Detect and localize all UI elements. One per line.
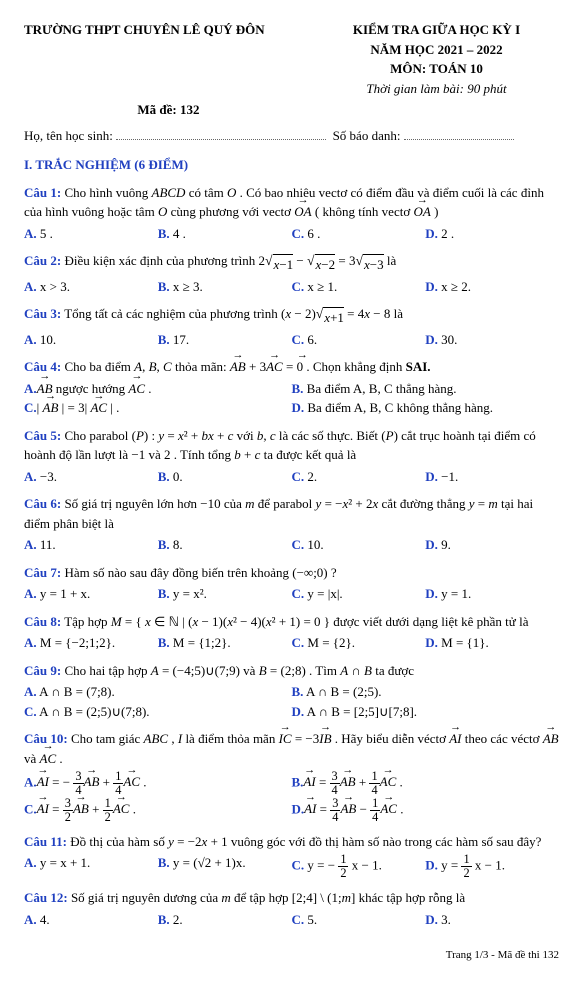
options: A. A ∩ B = (7;8).B. A ∩ B = (2;5).C. A ∩…	[24, 682, 559, 721]
options: A. 5 .B. 4 .C. 6 .D. 2 .	[24, 224, 559, 244]
question-label: Câu 7:	[24, 565, 61, 580]
exam-info: KIỂM TRA GIỮA HỌC KỲ I NĂM HỌC 2021 – 20…	[316, 20, 557, 98]
question-3: Câu 3: Tổng tất cả các nghiệm của phương…	[24, 304, 559, 349]
option-D: D.AI = 34AB − 14AC .	[292, 797, 560, 824]
option-A: A. 5 .	[24, 224, 158, 244]
option-C: C. 6 .	[292, 224, 426, 244]
question-label: Câu 1:	[24, 185, 61, 200]
question-11: Câu 11: Đồ thị của hàm số y = −2x + 1 vu…	[24, 832, 559, 880]
option-C: C.| AB | = 3| AC | .	[24, 398, 292, 418]
option-C: C.AI = 32AB + 12AC .	[24, 797, 292, 824]
question-label: Câu 2:	[24, 253, 61, 268]
option-D: D. 2 .	[425, 224, 559, 244]
option-A: A. y = x + 1.	[24, 853, 158, 880]
student-name-field[interactable]	[116, 139, 326, 140]
option-A: A. A ∩ B = (7;8).	[24, 682, 292, 702]
exam-title: KIỂM TRA GIỮA HỌC KỲ I	[316, 20, 557, 40]
question-9: Câu 9: Cho hai tập hợp A = (−4;5)∪(7;9) …	[24, 661, 559, 722]
option-B: B. 2.	[158, 910, 292, 930]
option-A: A.AI = − 34AB + 14AC .	[24, 770, 292, 797]
option-B: B. 4 .	[158, 224, 292, 244]
question-label: Câu 6:	[24, 496, 61, 511]
option-A: A. −3.	[24, 467, 158, 487]
option-B: B. 8.	[158, 535, 292, 555]
option-A: A. 4.	[24, 910, 158, 930]
option-D: D. Ba điểm A, B, C không thẳng hàng.	[292, 398, 560, 418]
question-label: Câu 11:	[24, 834, 67, 849]
option-C: C. y = − 12 x − 1.	[292, 853, 426, 880]
options: A. −3.B. 0.C. 2.D. −1.	[24, 467, 559, 487]
option-C: C. 10.	[292, 535, 426, 555]
question-4: Câu 4: Cho ba điểm A, B, C thỏa mãn: AB …	[24, 357, 559, 418]
question-8: Câu 8: Tập hợp M = { x ∈ ℕ | (x − 1)(x² …	[24, 612, 559, 653]
options: A. 10.B. 17.C. 6.D. 30.	[24, 330, 559, 350]
question-label: Câu 9:	[24, 663, 61, 678]
option-B: B. x ≥ 3.	[158, 277, 292, 297]
student-row: Họ, tên học sinh: Số báo danh:	[24, 126, 559, 146]
options: A. 11.B. 8.C. 10.D. 9.	[24, 535, 559, 555]
option-B: B. y = x².	[158, 584, 292, 604]
option-D: D. x ≥ 2.	[425, 277, 559, 297]
options: A.AI = − 34AB + 14AC .B.AI = 34AB + 14AC…	[24, 770, 559, 824]
option-B: B. 0.	[158, 467, 292, 487]
question-label: Câu 5:	[24, 428, 61, 443]
options: A. 4.B. 2.C. 5.D. 3.	[24, 910, 559, 930]
option-B: B. M = {1;2}.	[158, 633, 292, 653]
options: A. M = {−2;1;2}.B. M = {1;2}.C. M = {2}.…	[24, 633, 559, 653]
option-C: C. 6.	[292, 330, 426, 350]
option-D: D. y = 12 x − 1.	[425, 853, 559, 880]
section-title: I. TRẮC NGHIỆM (6 ĐIỂM)	[24, 155, 559, 175]
options: A. x > 3.B. x ≥ 3.C. x ≥ 1.D. x ≥ 2.	[24, 277, 559, 297]
question-12: Câu 12: Số giá trị nguyên dương của m để…	[24, 888, 559, 929]
options: A.AB ngược hướng AC .B. Ba điểm A, B, C …	[24, 379, 559, 418]
student-label: Họ, tên học sinh:	[24, 128, 113, 143]
option-D: D. 30.	[425, 330, 559, 350]
option-C: C. M = {2}.	[292, 633, 426, 653]
exam-code: Mã đề: 132	[24, 100, 313, 120]
school-name: TRƯỜNG THPT CHUYÊN LÊ QUÝ ĐÔN	[24, 20, 313, 40]
page-footer: Trang 1/3 - Mã đề thi 132	[24, 947, 559, 964]
option-A: A. 10.	[24, 330, 158, 350]
options: A. y = 1 + x.B. y = x².C. y = |x|.D. y =…	[24, 584, 559, 604]
option-D: D. 9.	[425, 535, 559, 555]
option-A: A. x > 3.	[24, 277, 158, 297]
option-D: D. A ∩ B = [2;5]∪[7;8].	[292, 702, 560, 722]
exam-year: NĂM HỌC 2021 – 2022	[316, 40, 557, 60]
option-B: B. y = (√2 + 1)x.	[158, 853, 292, 880]
option-B: B.AI = 34AB + 14AC .	[292, 770, 560, 797]
option-B: B. A ∩ B = (2;5).	[292, 682, 560, 702]
question-label: Câu 3:	[24, 306, 61, 321]
option-D: D. M = {1}.	[425, 633, 559, 653]
option-C: C. x ≥ 1.	[292, 277, 426, 297]
option-D: D. −1.	[425, 467, 559, 487]
option-D: D. y = 1.	[425, 584, 559, 604]
option-D: D. 3.	[425, 910, 559, 930]
question-label: Câu 12:	[24, 890, 68, 905]
question-7: Câu 7: Hàm số nào sau đây đồng biến trên…	[24, 563, 559, 604]
question-6: Câu 6: Số giá trị nguyên lớn hơn −10 của…	[24, 494, 559, 555]
exam-duration: Thời gian làm bài: 90 phút	[316, 79, 557, 99]
sbd-field[interactable]	[404, 139, 514, 140]
option-C: C. 5.	[292, 910, 426, 930]
questions-container: Câu 1: Cho hình vuông ABCD có tâm O . Có…	[24, 183, 559, 930]
question-label: Câu 8:	[24, 614, 61, 629]
question-10: Câu 10: Cho tam giác ABC , I là điểm thỏ…	[24, 729, 559, 824]
option-A: A. y = 1 + x.	[24, 584, 158, 604]
option-A: A. M = {−2;1;2}.	[24, 633, 158, 653]
question-5: Câu 5: Cho parabol (P) : y = x² + bx + c…	[24, 426, 559, 487]
exam-subject: MÔN: TOÁN 10	[316, 59, 557, 79]
question-1: Câu 1: Cho hình vuông ABCD có tâm O . Có…	[24, 183, 559, 244]
options: A. y = x + 1.B. y = (√2 + 1)x.C. y = − 1…	[24, 853, 559, 880]
sbd-label: Số báo danh:	[333, 128, 401, 143]
option-A: A.AB ngược hướng AC .	[24, 379, 292, 399]
header: TRƯỜNG THPT CHUYÊN LÊ QUÝ ĐÔN KIỂM TRA G…	[24, 20, 559, 98]
option-C: C. 2.	[292, 467, 426, 487]
option-B: B. Ba điểm A, B, C thẳng hàng.	[292, 379, 560, 399]
option-C: C. A ∩ B = (2;5)∪(7;8).	[24, 702, 292, 722]
question-2: Câu 2: Điều kiện xác định của phương trì…	[24, 251, 559, 296]
option-A: A. 11.	[24, 535, 158, 555]
option-C: C. y = |x|.	[292, 584, 426, 604]
